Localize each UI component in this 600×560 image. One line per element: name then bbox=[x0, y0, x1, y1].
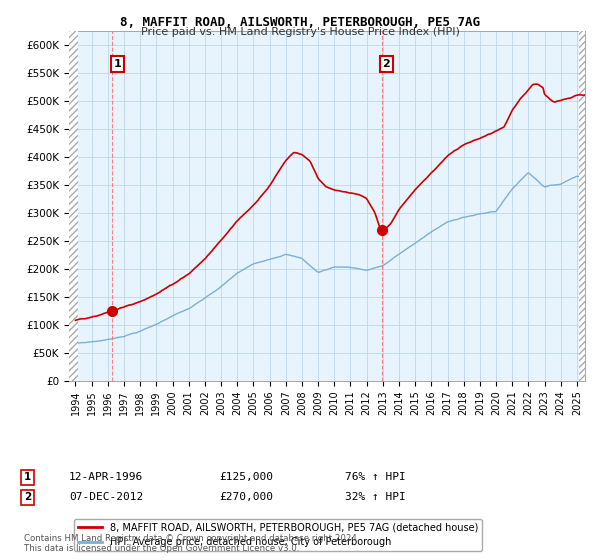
Text: 8, MAFFIT ROAD, AILSWORTH, PETERBOROUGH, PE5 7AG: 8, MAFFIT ROAD, AILSWORTH, PETERBOROUGH,… bbox=[120, 16, 480, 29]
Text: Contains HM Land Registry data © Crown copyright and database right 2024.
This d: Contains HM Land Registry data © Crown c… bbox=[24, 534, 359, 553]
Bar bbox=[578, 31, 587, 381]
Text: 12-APR-1996: 12-APR-1996 bbox=[69, 472, 143, 482]
Text: 2: 2 bbox=[24, 492, 31, 502]
Legend: 8, MAFFIT ROAD, AILSWORTH, PETERBOROUGH, PE5 7AG (detached house), HPI: Average : 8, MAFFIT ROAD, AILSWORTH, PETERBOROUGH,… bbox=[74, 519, 482, 551]
Text: Price paid vs. HM Land Registry's House Price Index (HPI): Price paid vs. HM Land Registry's House … bbox=[140, 27, 460, 37]
Text: 76% ↑ HPI: 76% ↑ HPI bbox=[345, 472, 406, 482]
Text: 1: 1 bbox=[24, 472, 31, 482]
Text: 2: 2 bbox=[382, 59, 390, 69]
Text: 1: 1 bbox=[113, 59, 121, 69]
Text: £125,000: £125,000 bbox=[219, 472, 273, 482]
Text: £270,000: £270,000 bbox=[219, 492, 273, 502]
Text: 32% ↑ HPI: 32% ↑ HPI bbox=[345, 492, 406, 502]
Bar bbox=[69, 31, 78, 381]
Text: 07-DEC-2012: 07-DEC-2012 bbox=[69, 492, 143, 502]
